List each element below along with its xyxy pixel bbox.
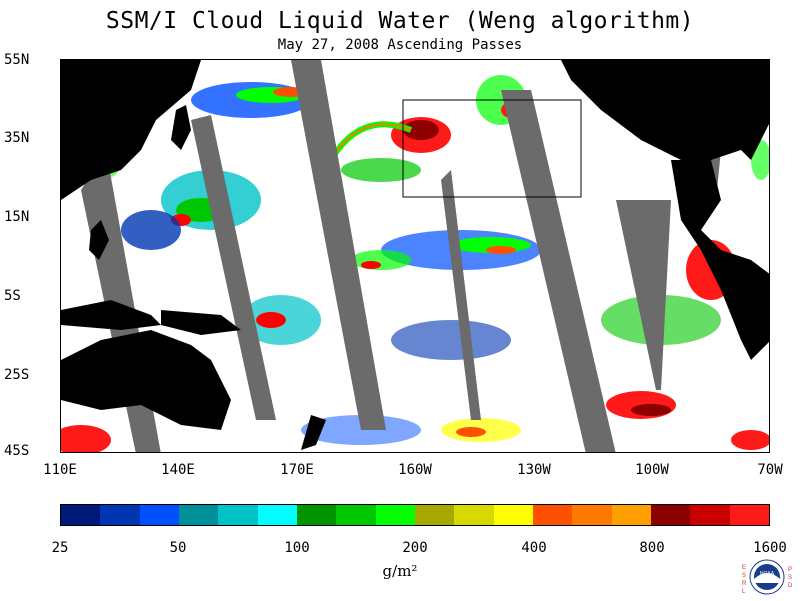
colorbar-swatch-9 xyxy=(414,505,455,525)
colorbar-swatch-5 xyxy=(257,505,297,525)
colorbar-label-400: 400 xyxy=(521,540,547,556)
colorbar-swatch-1 xyxy=(100,505,140,525)
colorbar-swatch-15 xyxy=(650,505,691,525)
lon-label-130w: 130W xyxy=(517,462,551,478)
analysis-box xyxy=(402,99,582,198)
cloud-water-map xyxy=(60,59,770,453)
colorbar-swatch-8 xyxy=(375,505,415,525)
lon-label-140e: 140E xyxy=(161,462,195,478)
lon-label-100w: 100W xyxy=(635,462,669,478)
svg-text:E: E xyxy=(742,565,746,571)
colorbar-swatch-2 xyxy=(139,505,179,525)
map-title: SSM/I Cloud Liquid Water (Weng algorithm… xyxy=(105,8,695,34)
colorbar-swatch-13 xyxy=(572,505,612,525)
lat-label-15n: 15N xyxy=(4,209,30,225)
colorbar xyxy=(60,504,770,526)
svg-text:S: S xyxy=(742,573,746,579)
colorbar-swatch-3 xyxy=(178,505,219,525)
colorbar-swatch-11 xyxy=(493,505,533,525)
svg-text:P: P xyxy=(788,567,792,573)
colorbar-label-100: 100 xyxy=(284,540,310,556)
land-masses xyxy=(61,60,769,450)
colorbar-label-25: 25 xyxy=(51,540,69,556)
colorbar-swatch-12 xyxy=(532,505,573,525)
colorbar-swatch-17 xyxy=(729,505,769,525)
lon-label-170e: 170E xyxy=(280,462,314,478)
colorbar-label-50: 50 xyxy=(169,540,187,556)
lat-label-5s: 5S xyxy=(4,288,21,304)
lon-label-70w: 70W xyxy=(757,462,783,478)
lat-label-55n: 55N xyxy=(4,52,30,68)
colorbar-swatch-6 xyxy=(296,505,337,525)
lon-label-160w: 160W xyxy=(398,462,432,478)
svg-text:S: S xyxy=(788,575,792,581)
colorbar-swatch-14 xyxy=(611,505,651,525)
colorbar-swatch-7 xyxy=(336,505,376,525)
logo-text: NOAA xyxy=(760,571,775,577)
svg-text:L: L xyxy=(742,589,746,595)
lat-label-25s: 25S xyxy=(4,367,30,383)
colorbar-label-200: 200 xyxy=(402,540,428,556)
svg-text:D: D xyxy=(788,583,793,589)
colorbar-label-800: 800 xyxy=(639,540,665,556)
lat-label-35n: 35N xyxy=(4,130,30,146)
colorbar-units: g/m² xyxy=(382,562,418,580)
colorbar-label-1600: 1600 xyxy=(753,540,787,556)
lon-label-110e: 110E xyxy=(43,462,77,478)
colorbar-swatch-0 xyxy=(61,505,101,525)
svg-text:R: R xyxy=(742,581,747,587)
noaa-logo: NOAA E S R L P S D xyxy=(737,557,797,597)
map-subtitle: May 27, 2008 Ascending Passes xyxy=(277,37,523,53)
lat-label-45s: 45S xyxy=(4,443,30,459)
map-canvas xyxy=(61,60,769,452)
colorbar-swatch-4 xyxy=(218,505,258,525)
colorbar-swatch-10 xyxy=(454,505,494,525)
colorbar-swatch-16 xyxy=(690,505,730,525)
